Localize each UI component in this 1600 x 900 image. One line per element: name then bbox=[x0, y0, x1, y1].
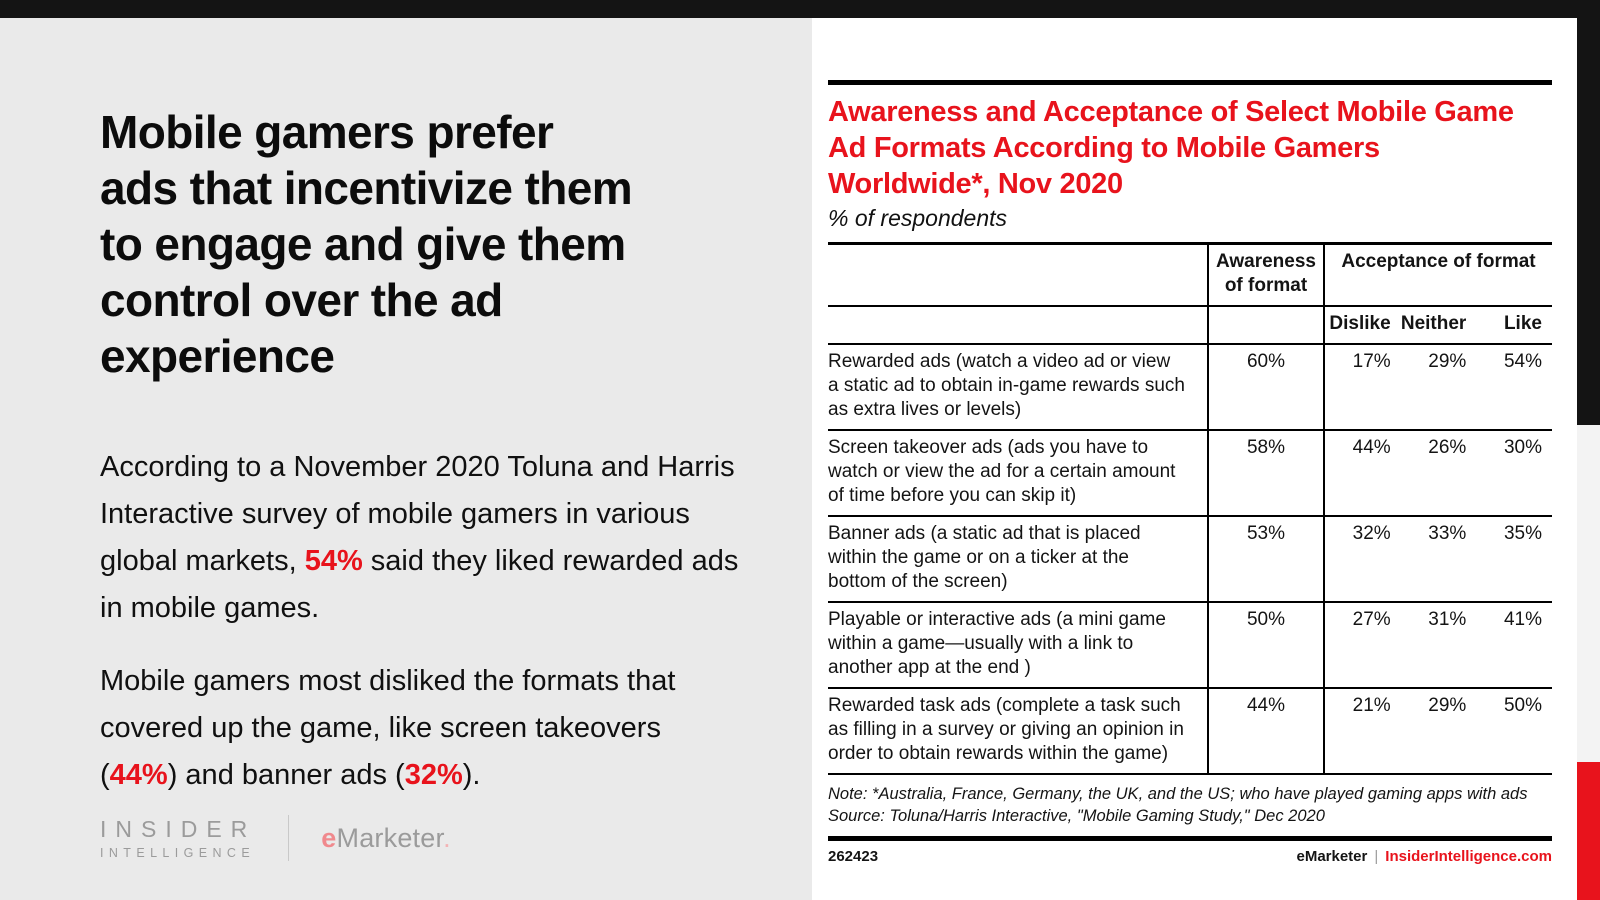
highlight-44pct: 44% bbox=[109, 759, 168, 791]
dislike-value: 32% bbox=[1352, 523, 1391, 544]
acceptance-values: 17% 29% 54% bbox=[1325, 345, 1552, 429]
header-awareness: Awareness of format bbox=[1207, 245, 1325, 305]
acceptance-values: 44% 26% 30% bbox=[1325, 431, 1552, 515]
like-value: 50% bbox=[1503, 695, 1542, 716]
slide-headline: Mobile gamers prefer ads that incentiviz… bbox=[100, 104, 746, 384]
paragraph-text: According to a November 2020 Toluna and … bbox=[100, 451, 735, 577]
row-label: Rewarded ads (watch a video ad or view a… bbox=[828, 351, 1185, 420]
headline-line: Mobile gamers prefer bbox=[100, 106, 554, 158]
top-black-bar bbox=[0, 0, 1600, 18]
chart-top-rule bbox=[828, 80, 1552, 85]
chart-title-line: Awareness and Acceptance of Select Mobil… bbox=[828, 96, 1514, 128]
slide-body: According to a November 2020 Toluna and … bbox=[100, 444, 746, 799]
headline-line: experience bbox=[100, 330, 335, 382]
acceptance-values: 32% 33% 35% bbox=[1325, 517, 1552, 601]
emarketer-logo-dot: . bbox=[443, 822, 451, 853]
left-content: Mobile gamers prefer ads that incentiviz… bbox=[0, 18, 812, 799]
headline-line: control over the ad bbox=[100, 274, 503, 326]
footer-separator: | bbox=[1374, 848, 1379, 865]
left-panel: Mobile gamers prefer ads that incentiviz… bbox=[0, 18, 812, 900]
footer-emarketer: eMarketer bbox=[1296, 848, 1368, 865]
table-header-row-1: Awareness of format Acceptance of format bbox=[828, 245, 1552, 305]
headline-line: to engage and give them bbox=[100, 218, 626, 270]
row-label: Banner ads (a static ad that is placed w… bbox=[828, 523, 1141, 592]
chart-title-line: Ad Formats According to Mobile Gamers bbox=[828, 132, 1380, 164]
data-table: Awareness of format Acceptance of format… bbox=[828, 242, 1552, 775]
emarketer-logo: eMarketer. bbox=[321, 823, 451, 854]
awareness-value: 60% bbox=[1207, 345, 1325, 429]
neither-value: 31% bbox=[1428, 609, 1467, 630]
paragraph-text: ). bbox=[462, 759, 481, 791]
paragraph-text: said they liked rewarded ads in mobile g… bbox=[100, 545, 739, 624]
header-blank-cell bbox=[828, 307, 1207, 343]
chart-panel: Awareness and Acceptance of Select Mobil… bbox=[812, 18, 1577, 900]
chart-title-line: Worldwide*, Nov 2020 bbox=[828, 168, 1123, 200]
acceptance-values: 21% 29% 50% bbox=[1325, 689, 1552, 773]
dislike-value: 27% bbox=[1352, 609, 1391, 630]
paragraph-text: ) and banner ads ( bbox=[167, 759, 405, 791]
header-blank-cell bbox=[828, 245, 1207, 305]
edge-strip-red bbox=[1577, 762, 1600, 900]
row-label: Rewarded task ads (complete a task such … bbox=[828, 695, 1184, 764]
table-row: Rewarded task ads (complete a task such … bbox=[828, 687, 1552, 773]
row-label: Screen takeover ads (ads you have to wat… bbox=[828, 437, 1176, 506]
dislike-value: 21% bbox=[1352, 695, 1391, 716]
chart-note-source: Note: *Australia, France, Germany, the U… bbox=[828, 783, 1552, 827]
brand-logos: INSIDER INTELLIGENCE eMarketer. bbox=[100, 815, 451, 861]
chart-footer-brands: eMarketer | InsiderIntelligence.com bbox=[1296, 848, 1552, 865]
edge-strip-gray bbox=[1577, 425, 1600, 762]
logo-divider bbox=[288, 815, 290, 861]
chart-note: Note: *Australia, France, Germany, the U… bbox=[828, 785, 1528, 803]
neither-value: 29% bbox=[1428, 695, 1467, 716]
neither-value: 29% bbox=[1428, 351, 1467, 372]
like-value: 41% bbox=[1503, 609, 1542, 630]
awareness-value: 44% bbox=[1207, 689, 1325, 773]
body-paragraph-2: Mobile gamers most disliked the formats … bbox=[100, 658, 746, 799]
chart-bottom-rule bbox=[828, 836, 1552, 841]
header-neither: Neither bbox=[1400, 313, 1467, 334]
insider-intelligence-logo: INSIDER INTELLIGENCE bbox=[100, 817, 256, 860]
chart-footer: 262423 eMarketer | InsiderIntelligence.com bbox=[828, 848, 1552, 865]
intelligence-logo-text: INTELLIGENCE bbox=[100, 845, 256, 860]
acceptance-values: 27% 31% 41% bbox=[1325, 603, 1552, 687]
header-blank-cell bbox=[1207, 307, 1325, 343]
dislike-value: 17% bbox=[1352, 351, 1391, 372]
headline-line: ads that incentivize them bbox=[100, 162, 633, 214]
dislike-value: 44% bbox=[1352, 437, 1391, 458]
awareness-value: 50% bbox=[1207, 603, 1325, 687]
awareness-value: 58% bbox=[1207, 431, 1325, 515]
awareness-value: 53% bbox=[1207, 517, 1325, 601]
highlight-54pct: 54% bbox=[304, 545, 363, 577]
like-value: 30% bbox=[1503, 437, 1542, 458]
body-paragraph-1: According to a November 2020 Toluna and … bbox=[100, 444, 746, 632]
neither-value: 26% bbox=[1428, 437, 1467, 458]
table-header-row-2: Dislike Neither Like bbox=[828, 305, 1552, 343]
table-row: Screen takeover ads (ads you have to wat… bbox=[828, 429, 1552, 515]
row-label: Playable or interactive ads (a mini game… bbox=[828, 609, 1166, 678]
neither-value: 33% bbox=[1428, 523, 1467, 544]
emarketer-logo-e: e bbox=[321, 822, 337, 853]
header-like: Like bbox=[1503, 313, 1542, 334]
chart-subtitle: % of respondents bbox=[828, 205, 1008, 231]
header-dislike: Dislike bbox=[1329, 313, 1391, 334]
like-value: 54% bbox=[1503, 351, 1542, 372]
header-acceptance-subcolumns: Dislike Neither Like bbox=[1325, 307, 1552, 343]
chart-source: Source: Toluna/Harris Interactive, "Mobi… bbox=[828, 807, 1325, 825]
table-row: Playable or interactive ads (a mini game… bbox=[828, 601, 1552, 687]
table-row: Banner ads (a static ad that is placed w… bbox=[828, 515, 1552, 601]
edge-strip-black bbox=[1577, 0, 1600, 425]
highlight-32pct: 32% bbox=[404, 759, 463, 791]
emarketer-logo-text: Marketer bbox=[336, 822, 444, 853]
table-row: Rewarded ads (watch a video ad or view a… bbox=[828, 343, 1552, 429]
paragraph-text: Mobile gamers most disliked the formats … bbox=[100, 665, 676, 791]
footer-site-link[interactable]: InsiderIntelligence.com bbox=[1385, 848, 1552, 865]
chart-title: Awareness and Acceptance of Select Mobil… bbox=[828, 94, 1552, 202]
header-acceptance: Acceptance of format bbox=[1341, 251, 1536, 272]
like-value: 35% bbox=[1503, 523, 1542, 544]
insider-logo-text: INSIDER bbox=[100, 815, 257, 842]
chart-id: 262423 bbox=[828, 848, 879, 865]
chart: Awareness and Acceptance of Select Mobil… bbox=[828, 80, 1552, 865]
